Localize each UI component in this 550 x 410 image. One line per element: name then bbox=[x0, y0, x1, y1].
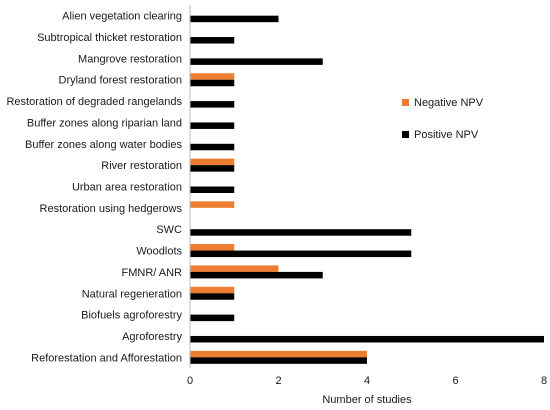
bar-negative-npv-reforestation-and-afforestation bbox=[190, 350, 367, 358]
x-tick-label: 8 bbox=[541, 375, 547, 387]
category-label-restoration-of-degraded-rangelands: Restoration of degraded rangelands bbox=[6, 96, 182, 108]
category-label-river-restoration: River restoration bbox=[101, 160, 182, 172]
category-label-reforestation-and-afforestation: Reforestation and Afforestation bbox=[31, 352, 182, 364]
bar-positive-npv-reforestation-and-afforestation bbox=[190, 357, 367, 364]
bar-positive-npv-natural-regeneration bbox=[190, 293, 235, 300]
category-labels: Alien vegetation clearing Subtropical thi… bbox=[6, 11, 182, 365]
bar-negative-npv-fmnr-anr bbox=[190, 265, 279, 272]
category-label-swc: SWC bbox=[156, 224, 182, 236]
x-tick-label: 4 bbox=[364, 375, 370, 387]
category-label-fmnr-anr: FMNR/ ANR bbox=[122, 267, 183, 279]
bar-positive-npv-swc bbox=[190, 229, 412, 236]
bar-positive-npv-fmnr-anr bbox=[190, 271, 323, 279]
category-label-urban-area-restoration: Urban area restoration bbox=[72, 182, 182, 194]
category-label-buffer-zones-along-riparian-land: Buffer zones along riparian land bbox=[27, 117, 182, 129]
bar-negative-npv-woodlots bbox=[190, 244, 235, 251]
category-label-biofuels-agroforestry: Biofuels agroforestry bbox=[81, 310, 182, 322]
bar-positive-npv-alien-vegetation-clearing bbox=[190, 15, 279, 23]
bar-positive-npv-buffer-zones-along-riparian-land bbox=[190, 122, 235, 129]
category-label-agroforestry: Agroforestry bbox=[122, 331, 182, 343]
bar-negative-npv-restoration-using-hedgerows bbox=[190, 201, 235, 208]
bar-negative-npv-natural-regeneration bbox=[190, 286, 235, 294]
legend-swatch-negative-npv bbox=[402, 99, 409, 106]
legend: Negative NPV Positive NPV bbox=[402, 97, 484, 141]
bars-group bbox=[190, 15, 544, 364]
category-label-buffer-zones-along-water-bodies: Buffer zones along water bodies bbox=[25, 139, 182, 151]
category-label-natural-regeneration: Natural regeneration bbox=[82, 288, 182, 300]
category-label-restoration-using-hedgerows: Restoration using hedgerows bbox=[40, 203, 183, 215]
bar-positive-npv-biofuels-agroforestry bbox=[190, 314, 235, 322]
bar-positive-npv-urban-area-restoration bbox=[190, 186, 235, 193]
bar-positive-npv-mangrove-restoration bbox=[190, 58, 323, 65]
bar-negative-npv-river-restoration bbox=[190, 158, 235, 166]
bar-positive-npv-river-restoration bbox=[190, 165, 235, 172]
category-label-alien-vegetation-clearing: Alien vegetation clearing bbox=[62, 11, 182, 23]
category-label-mangrove-restoration: Mangrove restoration bbox=[78, 53, 182, 65]
bar-positive-npv-buffer-zones-along-water-bodies bbox=[190, 143, 235, 151]
x-tick-label: 2 bbox=[275, 375, 281, 387]
category-label-subtropical-thicket-restoration: Subtropical thicket restoration bbox=[37, 32, 182, 44]
legend-label-positive-npv: Positive NPV bbox=[414, 129, 479, 141]
x-axis-title: Number of studies bbox=[322, 394, 412, 406]
x-tick-label: 6 bbox=[452, 375, 458, 387]
x-tick-labels: 0 2 4 6 8 bbox=[187, 375, 547, 387]
bar-positive-npv-restoration-of-degraded-rangelands bbox=[190, 101, 235, 108]
category-label-dryland-forest-restoration: Dryland forest restoration bbox=[59, 75, 183, 87]
bar-positive-npv-subtropical-thicket-restoration bbox=[190, 37, 235, 44]
x-tick-label: 0 bbox=[187, 375, 193, 387]
bar-positive-npv-dryland-forest-restoration bbox=[190, 79, 235, 87]
category-label-woodlots: Woodlots bbox=[136, 246, 182, 258]
bar-positive-npv-woodlots bbox=[190, 250, 412, 258]
bar-positive-npv-agroforestry bbox=[190, 335, 544, 343]
legend-swatch-positive-npv bbox=[402, 131, 409, 138]
bar-negative-npv-dryland-forest-restoration bbox=[190, 73, 235, 80]
legend-label-negative-npv: Negative NPV bbox=[414, 97, 484, 109]
